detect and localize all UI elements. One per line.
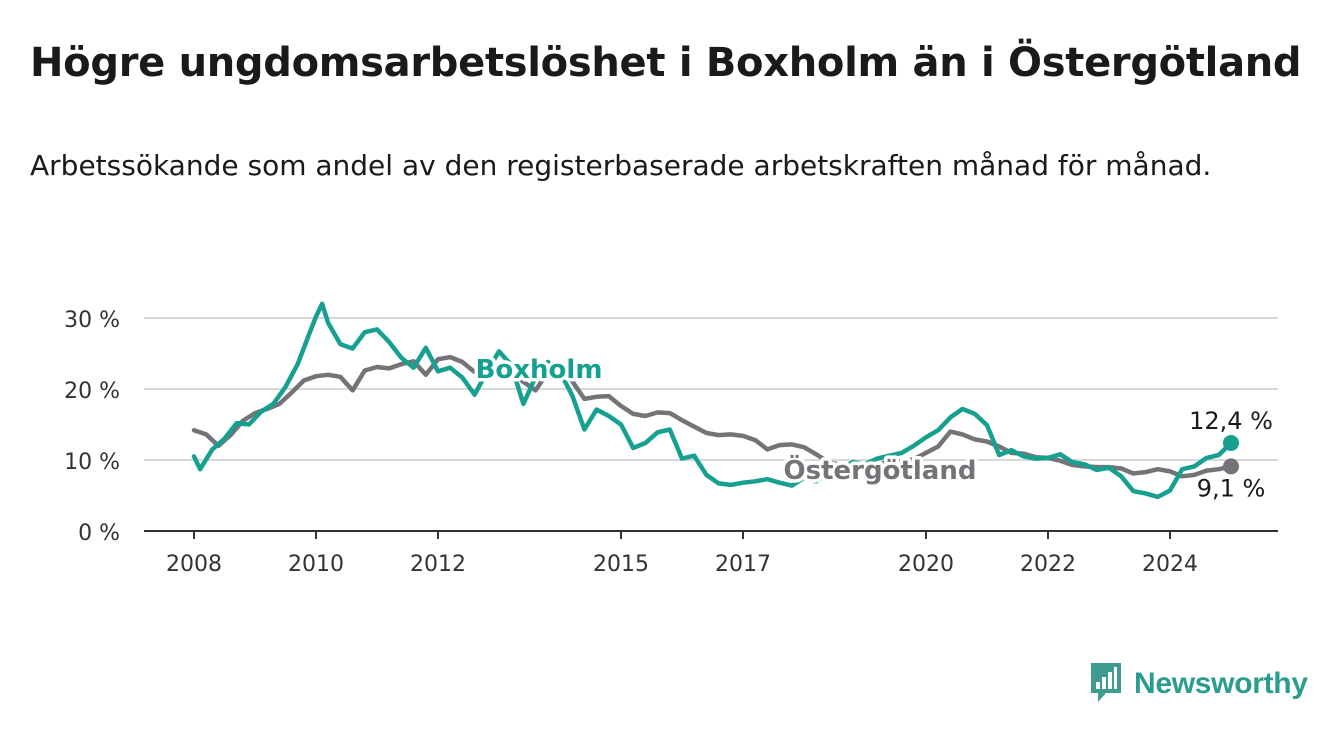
y-tick-label: 30 % xyxy=(64,308,120,333)
x-tick-label: 2020 xyxy=(898,552,954,577)
x-tick-label: 2015 xyxy=(593,552,649,577)
x-tick-label: 2022 xyxy=(1020,552,1076,577)
x-tick-label: 2012 xyxy=(410,552,466,577)
axes: 0 % 10 % 20 % 30 % 2008 2010 2012 2015 2017 2020 2… xyxy=(64,308,1278,577)
y-tick-label: 10 % xyxy=(64,450,120,475)
end-value-label: 12,4 % xyxy=(1189,407,1273,435)
x-tick-label: 2017 xyxy=(715,552,771,577)
end-point-dot xyxy=(1223,458,1239,475)
chart-title: Högre ungdomsarbetslöshet i Boxholm än i… xyxy=(30,40,1302,86)
series-line-boxholm xyxy=(191,301,1234,500)
x-tick-label: 2008 xyxy=(166,552,222,577)
series xyxy=(191,301,1234,500)
series-line-ostergotland xyxy=(191,354,1234,479)
brand-logo[interactable]: Newsworthy xyxy=(1088,660,1308,708)
end-value-label: 9,1 % xyxy=(1197,474,1266,502)
labels: Boxholm Östergötland 12,4 % 9,1 % xyxy=(472,352,1275,505)
bar-chart-icon xyxy=(1088,660,1124,708)
grid xyxy=(144,317,1278,461)
series-label: Östergötland xyxy=(784,453,977,486)
brand-name: Newsworthy xyxy=(1134,667,1308,700)
chart-subtitle: Arbetssökande som andel av den registerb… xyxy=(30,149,1212,182)
end-point-dot xyxy=(1223,434,1239,451)
x-tick-label: 2010 xyxy=(288,552,344,577)
y-tick-label: 0 % xyxy=(78,521,120,546)
y-tick-label: 20 % xyxy=(64,379,120,404)
series-label: Boxholm xyxy=(476,355,603,385)
x-tick-label: 2024 xyxy=(1142,552,1198,577)
